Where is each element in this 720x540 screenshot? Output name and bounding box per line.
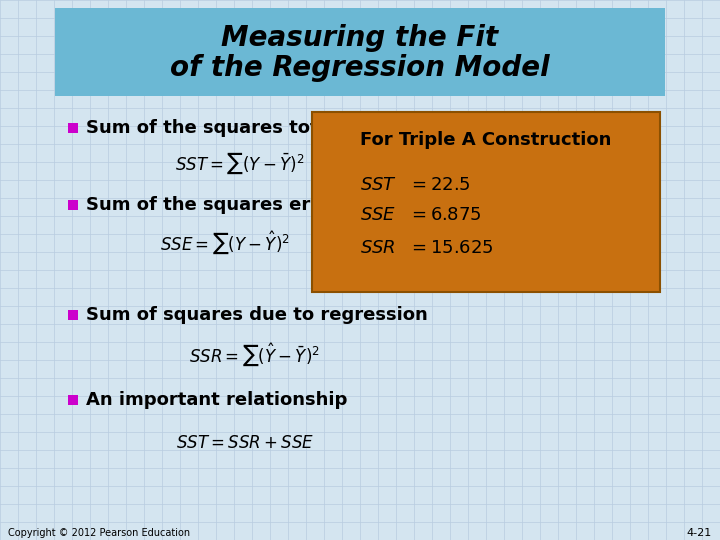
Text: $SSE = \sum(Y - \hat{Y})^2$: $SSE = \sum(Y - \hat{Y})^2$ bbox=[160, 230, 290, 256]
Text: Sum of the squares error: Sum of the squares error bbox=[86, 196, 341, 214]
Text: 4-21: 4-21 bbox=[687, 528, 712, 538]
Text: $= 6.875$: $= 6.875$ bbox=[408, 206, 482, 224]
Text: $SSR = \sum(\hat{Y} - \bar{Y})^2$: $SSR = \sum(\hat{Y} - \bar{Y})^2$ bbox=[189, 342, 320, 368]
Text: Measuring the Fit: Measuring the Fit bbox=[222, 24, 498, 52]
Text: $SSR$: $SSR$ bbox=[360, 239, 396, 257]
Text: of the Regression Model: of the Regression Model bbox=[170, 54, 550, 82]
Text: Sum of squares due to regression: Sum of squares due to regression bbox=[86, 306, 428, 324]
Text: Copyright © 2012 Pearson Education: Copyright © 2012 Pearson Education bbox=[8, 528, 190, 538]
FancyBboxPatch shape bbox=[312, 112, 660, 292]
Text: $= 15.625$: $= 15.625$ bbox=[408, 239, 493, 257]
FancyBboxPatch shape bbox=[68, 310, 78, 320]
Text: $= 22.5$: $= 22.5$ bbox=[408, 176, 471, 194]
FancyBboxPatch shape bbox=[68, 200, 78, 210]
Text: $SSE$: $SSE$ bbox=[360, 206, 396, 224]
Text: $SST = \sum(Y - \bar{Y})^2$: $SST = \sum(Y - \bar{Y})^2$ bbox=[175, 150, 305, 176]
Text: Sum of the squares total: Sum of the squares total bbox=[86, 119, 337, 137]
FancyBboxPatch shape bbox=[55, 8, 665, 96]
FancyBboxPatch shape bbox=[68, 123, 78, 133]
FancyBboxPatch shape bbox=[68, 395, 78, 405]
Text: An important relationship: An important relationship bbox=[86, 391, 347, 409]
Text: $SST$: $SST$ bbox=[360, 176, 397, 194]
Text: $SST = SSR + SSE$: $SST = SSR + SSE$ bbox=[176, 435, 314, 451]
Text: For Triple A Construction: For Triple A Construction bbox=[360, 131, 612, 149]
